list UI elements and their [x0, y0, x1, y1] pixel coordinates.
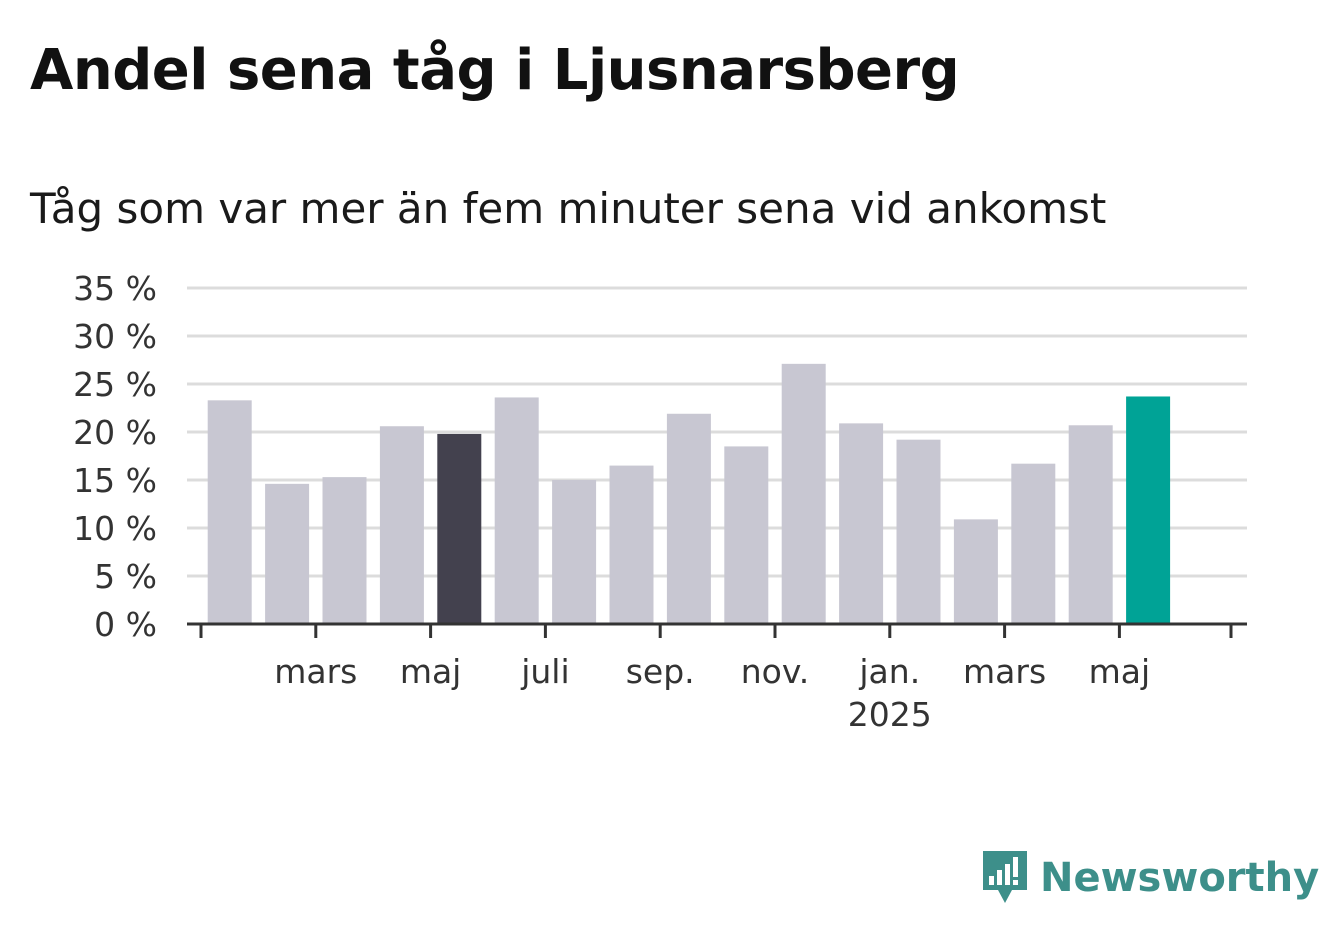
bar [896, 439, 941, 624]
chart-title: Andel sena tåg i Ljusnarsberg [30, 38, 960, 103]
y-tick-label: 0 % [94, 605, 157, 644]
bar [207, 400, 252, 624]
x-tick-label: juli [520, 652, 569, 691]
bar [1068, 425, 1113, 624]
y-tick-label: 10 % [73, 509, 157, 548]
y-tick-label: 25 % [73, 365, 157, 404]
bar [839, 423, 884, 624]
x-axis-ticks: mars maj juli sep. nov. jan. 2025 mars maj [274, 624, 1150, 734]
bar [437, 433, 482, 624]
newsworthy-logo-icon [983, 851, 1027, 903]
y-tick-label: 15 % [73, 461, 157, 500]
bar [1011, 463, 1056, 624]
y-tick-label: 35 % [73, 269, 157, 308]
bar [1126, 396, 1171, 624]
x-tick-label: mars [963, 652, 1046, 691]
bar [953, 519, 998, 624]
x-tick-label: nov. [741, 652, 810, 691]
bar-chart: 0 % 5 % 10 % 15 % 20 % 25 % 30 % 35 % mars maj ju… [73, 269, 1247, 734]
bar [552, 480, 597, 624]
bar [666, 413, 711, 624]
y-axis-ticks: 0 % 5 % 10 % 15 % 20 % 25 % 30 % 35 % [73, 269, 157, 644]
x-tick-label: jan. [858, 652, 920, 691]
bars [207, 363, 1171, 624]
chart-subtitle: Tåg som var mer än fem minuter sena vid … [30, 184, 1107, 233]
x-tick-label: mars [274, 652, 357, 691]
x-tick-label: maj [400, 652, 462, 691]
y-tick-label: 30 % [73, 317, 157, 356]
bar [609, 465, 654, 624]
bar [494, 397, 539, 624]
brand-name: Newsworthy [1040, 855, 1320, 901]
bar [379, 426, 424, 624]
x-axis [187, 622, 1247, 638]
bar [265, 483, 310, 624]
x-tick-label: sep. [626, 652, 695, 691]
brand-logo: Newsworthy [980, 848, 1319, 908]
bar [322, 477, 367, 624]
bar [781, 363, 826, 624]
x-tick-year-label: 2025 [848, 695, 932, 734]
y-tick-label: 5 % [94, 557, 157, 596]
y-tick-label: 20 % [73, 413, 157, 452]
bar [724, 446, 769, 624]
x-tick-label: maj [1089, 652, 1151, 691]
